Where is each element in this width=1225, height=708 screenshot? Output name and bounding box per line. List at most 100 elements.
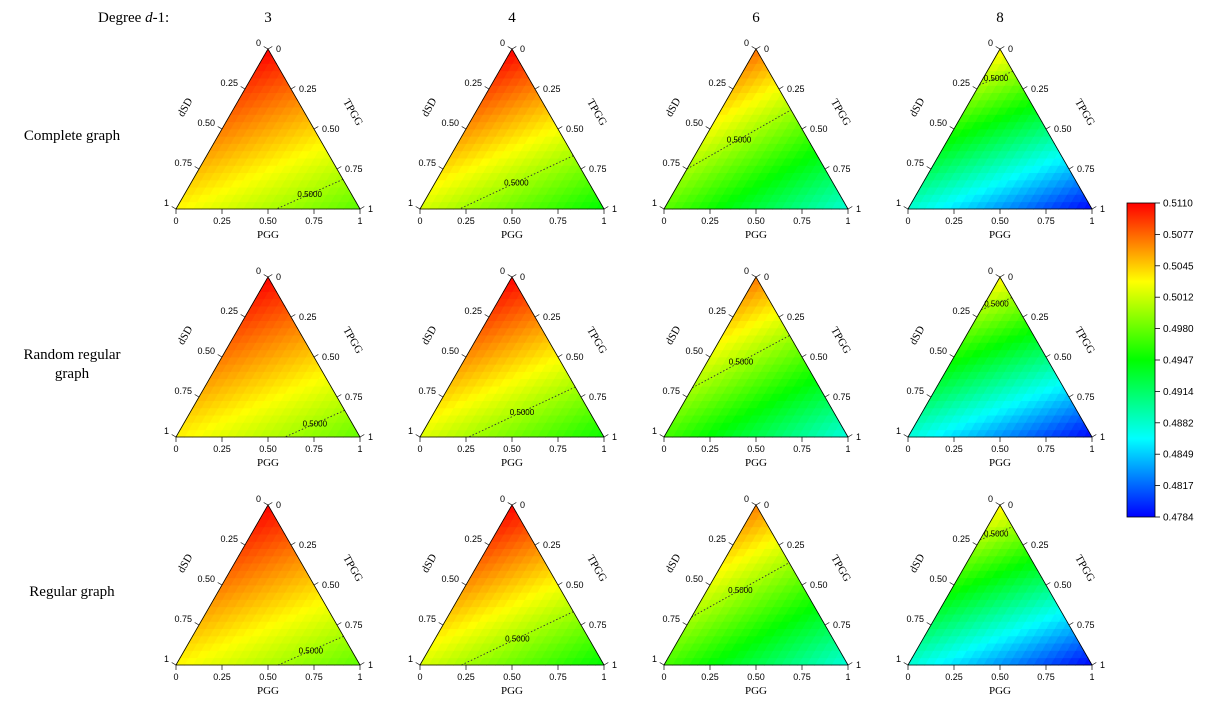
right-tick-label: 0.75 [833, 164, 851, 174]
left-tick [217, 126, 223, 130]
right-tick [557, 126, 563, 130]
left-tick [995, 274, 1001, 278]
contour-line [276, 178, 344, 210]
axis-name-right: TPGG [828, 325, 853, 356]
axis-name-bottom: PGG [745, 229, 767, 241]
right-tick-label: 0.50 [322, 580, 340, 590]
left-tick [217, 354, 223, 358]
left-tick [682, 394, 688, 398]
right-tick [290, 542, 296, 546]
right-tick [313, 582, 319, 586]
left-tick [438, 166, 444, 170]
left-tick-label: 1 [896, 426, 901, 436]
left-tick-label: 0.25 [220, 534, 238, 544]
ternary-panel-r0-c3: 0.50000110.250.750.750.500.500.500.750.2… [896, 38, 1105, 241]
right-tick-label: 1 [368, 660, 373, 670]
right-tick-label: 1 [612, 432, 617, 442]
left-tick-label: 0.50 [685, 118, 703, 128]
heatmap-cell [263, 276, 273, 285]
ternary-panel-r1-c3: 0.50000110.250.750.750.500.500.500.750.2… [896, 266, 1105, 469]
axis-name-bottom: PGG [745, 457, 767, 469]
bottom-tick-label: 0 [173, 444, 178, 454]
right-tick [801, 354, 807, 358]
right-tick [267, 274, 273, 278]
bottom-tick-label: 0.50 [503, 444, 521, 454]
right-tick [1068, 166, 1074, 170]
left-tick-label: 0.25 [464, 306, 482, 316]
left-tick-label: 0 [256, 266, 261, 276]
right-tick [1045, 126, 1051, 130]
left-tick-label: 1 [652, 198, 657, 208]
column-degree-6: 6 [752, 10, 760, 26]
left-tick-label: 1 [408, 426, 413, 436]
left-tick-label: 0 [988, 38, 993, 48]
left-tick [263, 502, 269, 506]
left-tick [415, 434, 421, 438]
contour-label: 0.5000 [510, 408, 535, 417]
right-tick-label: 0.25 [787, 312, 805, 322]
right-tick-label: 0 [1008, 44, 1013, 54]
bottom-tick-label: 0 [905, 444, 910, 454]
bottom-tick-label: 1 [601, 444, 606, 454]
bottom-tick-label: 0.50 [991, 444, 1009, 454]
column-header: Degree d-1: [98, 10, 169, 26]
right-tick-label: 0 [520, 44, 525, 54]
right-tick-label: 0.50 [322, 124, 340, 134]
heatmap-cell [995, 276, 1005, 285]
bottom-tick-label: 0.75 [793, 444, 811, 454]
left-tick [949, 354, 955, 358]
right-tick [313, 354, 319, 358]
bottom-tick-label: 0.25 [701, 216, 719, 226]
axis-name-left: dSD [907, 324, 927, 347]
ternary-panel-r1-c2: 0.50000110.250.750.750.500.500.500.750.2… [652, 266, 861, 469]
left-tick [240, 314, 246, 318]
bottom-tick-label: 0.25 [701, 444, 719, 454]
right-tick-label: 0.50 [1054, 352, 1072, 362]
bottom-tick-label: 0.50 [259, 444, 277, 454]
ternary-panels: 0.50000110.250.750.750.500.500.500.750.2… [164, 38, 1105, 697]
right-tick [336, 394, 342, 398]
right-tick-label: 0.25 [543, 84, 561, 94]
row-label-0: Complete graph [24, 128, 121, 144]
bottom-tick-label: 1 [845, 216, 850, 226]
bottom-tick-label: 0.25 [457, 444, 475, 454]
contour-label: 0.5000 [297, 190, 322, 199]
right-tick [847, 434, 853, 438]
right-tick-label: 1 [1100, 204, 1105, 214]
contour-label: 0.5000 [729, 358, 754, 367]
row-label-2: Regular graph [29, 584, 115, 600]
left-tick [705, 126, 711, 130]
left-tick [972, 86, 978, 90]
right-tick-label: 0.50 [566, 124, 584, 134]
left-tick [903, 434, 909, 438]
bottom-tick-label: 0.50 [503, 216, 521, 226]
left-tick [949, 126, 955, 130]
left-tick [659, 434, 665, 438]
axis-name-right: TPGG [828, 97, 853, 128]
right-tick-label: 0.75 [589, 164, 607, 174]
right-tick-label: 0.25 [299, 84, 317, 94]
left-tick [926, 394, 932, 398]
heatmap-cell [263, 48, 273, 57]
left-tick [751, 46, 757, 50]
left-tick-label: 1 [164, 426, 169, 436]
right-tick [290, 86, 296, 90]
heatmap-cell [507, 48, 517, 57]
left-tick-label: 1 [896, 198, 901, 208]
heatmap-fill [419, 48, 605, 210]
left-tick-label: 0.50 [929, 346, 947, 356]
right-tick-label: 1 [1100, 432, 1105, 442]
axis-name-left: dSD [175, 324, 195, 347]
left-tick-label: 0 [500, 38, 505, 48]
right-tick-label: 1 [856, 432, 861, 442]
bottom-tick-label: 1 [1089, 444, 1094, 454]
right-tick-label: 0 [1008, 272, 1013, 282]
right-tick [778, 86, 784, 90]
right-tick-label: 0.25 [787, 84, 805, 94]
right-tick-label: 0.75 [345, 164, 363, 174]
right-tick [824, 166, 830, 170]
right-tick-label: 0.75 [345, 392, 363, 402]
left-tick [507, 274, 513, 278]
bottom-tick-label: 0.25 [945, 444, 963, 454]
